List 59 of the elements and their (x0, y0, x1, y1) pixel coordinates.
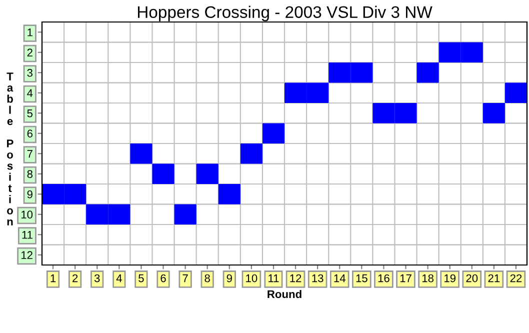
x-tick-label: 15 (356, 274, 368, 282)
chart-title: Hoppers Crossing - 2003 VSL Div 3 NW (138, 6, 432, 22)
point (108, 204, 130, 224)
x-tick-label: 12 (290, 274, 302, 282)
y-tick-label: 9 (27, 190, 32, 198)
x-tick-label: 5 (138, 274, 144, 282)
y-tick-label: 5 (27, 110, 33, 118)
point (42, 184, 64, 204)
point (328, 62, 351, 83)
point (504, 82, 527, 103)
point (240, 144, 262, 164)
y-tick-label: 1 (28, 28, 32, 36)
x-tick-label: 18 (422, 274, 434, 282)
text: Table Position (6, 72, 14, 226)
point (218, 184, 240, 204)
point (350, 62, 373, 83)
point (152, 164, 174, 184)
point (262, 123, 284, 144)
point (174, 204, 196, 224)
point (284, 82, 307, 103)
y-tick-label: 6 (27, 130, 32, 138)
x-tick-label: 19 (444, 274, 456, 282)
point (372, 103, 395, 124)
y-tick-label: 3 (27, 68, 32, 77)
x-tick-label: 22 (510, 274, 522, 282)
y-tick-label: 8 (27, 170, 32, 178)
x-tick-label: 4 (116, 274, 122, 282)
x-tick-label: 8 (204, 274, 210, 282)
point (306, 82, 329, 103)
x-tick-label: 17 (400, 274, 412, 282)
point (86, 204, 108, 224)
x-tick-label: 11 (268, 274, 279, 282)
x-tick-label: 20 (466, 274, 478, 282)
y-tick-label: 12 (21, 251, 32, 259)
x-tick-label: 9 (226, 274, 232, 282)
x-tick-label: 21 (488, 274, 500, 282)
point (130, 144, 152, 164)
y-tick-label: 7 (27, 150, 32, 158)
x-tick-label: 2 (72, 274, 78, 282)
y-tick-label: 2 (27, 48, 32, 56)
point (394, 103, 417, 124)
x-axis-title: Round (268, 290, 302, 298)
x-tick-label: 6 (160, 274, 166, 282)
x-tick-label: 3 (94, 274, 100, 282)
y-tick-label: 4 (27, 89, 33, 97)
x-tick-label: 1 (50, 274, 56, 282)
point (438, 42, 461, 62)
x-tick-label: 10 (246, 274, 258, 282)
x-tick-label: 16 (378, 274, 390, 282)
y-tick-label: 11 (22, 231, 32, 239)
point (482, 103, 505, 124)
point (196, 164, 218, 184)
y-tick-label: 10 (21, 210, 33, 219)
point (64, 184, 86, 204)
x-tick-label: 13 (312, 274, 324, 282)
x-tick-label: 7 (182, 274, 188, 282)
x-tick-label: 14 (334, 274, 346, 282)
point (416, 62, 439, 83)
point (460, 42, 483, 62)
